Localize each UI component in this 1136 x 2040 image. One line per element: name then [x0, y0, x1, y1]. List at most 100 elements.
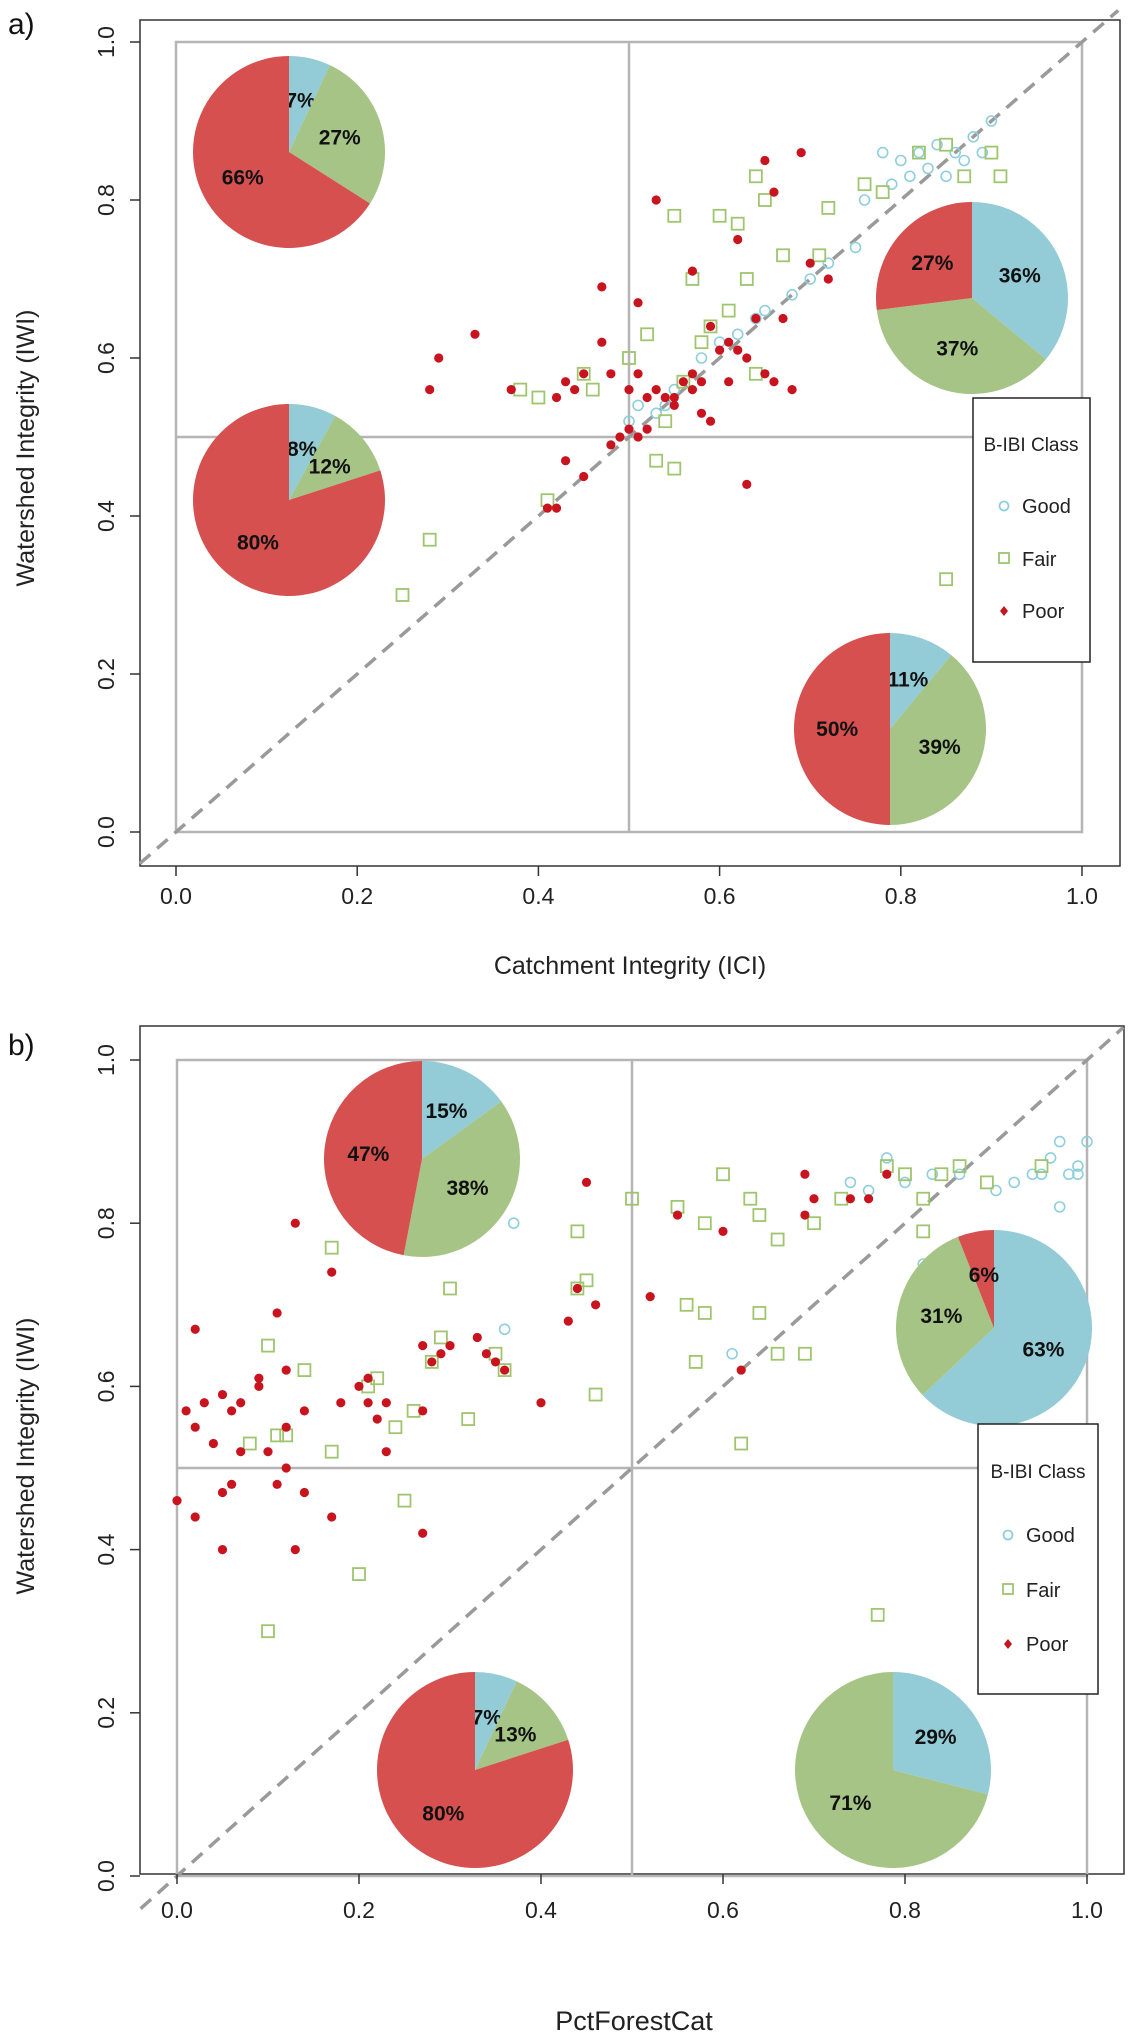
- panel-b-point-poor-55: [190, 1324, 200, 1334]
- panel-b-point-good-8: [990, 1184, 1002, 1197]
- panel-a-point-fair-23: [531, 390, 546, 405]
- panel-b-pie-bottom-left-good-slice: [475, 1672, 517, 1770]
- panel-b-point-fair-5: [980, 1175, 994, 1190]
- panel-a-point-good-10: [904, 170, 916, 183]
- panel-a-point-poor-44: [542, 503, 553, 513]
- panel-b-pie-bottom-right-fair-label: 71%: [829, 1792, 871, 1815]
- panel-a-legend-box: [972, 397, 1091, 663]
- panel-b-legend-poor-marker: [1004, 1639, 1012, 1649]
- panel-b-point-good-20: [1072, 1168, 1084, 1181]
- panel-a-point-good-18: [695, 352, 708, 364]
- panel-a-point-poor-34: [787, 385, 797, 395]
- panel-a-point-fair-26: [658, 414, 673, 429]
- panel-a-point-fair-25: [585, 382, 600, 397]
- panel-b-point-poor-43: [181, 1406, 191, 1416]
- panel-a-pie-bottom-left-fair-slice: [289, 415, 381, 500]
- panel-a-x-tick-label-4: 0.8: [885, 883, 917, 909]
- panel-a-point-fair-0: [748, 169, 763, 184]
- panel-b-y-tick-label-5: 1.0: [93, 1044, 119, 1076]
- panel-a-point-good-23: [632, 399, 644, 412]
- panel-a-point-poor-5: [687, 266, 698, 276]
- panel-b-point-fair-37: [270, 1428, 285, 1443]
- panel-a-pie-bottom-left-fair-label: 12%: [309, 455, 351, 478]
- panel-a: a) 7%27%66%36%37%27%8%12%80%11%39%50% 0.…: [8, 8, 1121, 980]
- panel-b-point-fair-20: [770, 1346, 785, 1361]
- panel-a-x-tick-label-2: 0.4: [522, 883, 554, 909]
- panel-b-pie-bottom-left-good-label: 7%: [472, 1706, 503, 1729]
- panel-b-x-tick-label-3: 0.6: [707, 1897, 739, 1923]
- panel-b-point-good-19: [498, 1323, 511, 1336]
- panel-b-point-good-18: [507, 1217, 520, 1229]
- panel-a-point-poor-50: [724, 377, 734, 387]
- panel-b-pie-top-left-good-slice: [422, 1061, 502, 1159]
- panel-b-point-poor-57: [236, 1447, 246, 1457]
- panel-a-point-fair-30: [422, 532, 437, 547]
- panel-a-point-poor-1: [760, 155, 770, 166]
- panel-a-point-fair-20: [640, 327, 655, 342]
- panel-b-point-fair-31: [406, 1403, 421, 1418]
- panel-a-point-poor-43: [579, 471, 589, 482]
- panel-a-point-poor-9: [434, 353, 444, 363]
- panel-a-point-good-13: [822, 257, 835, 270]
- panel-a-x-ticks: 0.0 0.2 0.4 0.6 0.8 1.0: [160, 866, 1098, 909]
- panel-b-point-poor-45: [190, 1512, 200, 1522]
- panel-a-pie-top-right-good-slice: [972, 202, 1068, 360]
- panel-a-pie-bottom-left-good-slice: [289, 404, 336, 500]
- panel-a-point-fair-29: [395, 588, 410, 602]
- panel-b-point-good-13: [862, 1184, 875, 1197]
- panel-b: b) 15%38%47%63%31%6%7%13%80%29%71% 0.0 0.…: [8, 1025, 1125, 2036]
- panel-a-point-fair-13: [984, 145, 999, 160]
- panel-a-point-poor-4: [733, 234, 743, 245]
- panel-a-point-good-0: [876, 146, 889, 159]
- panel-a-point-good-5: [967, 131, 980, 143]
- panel-a-point-good-21: [650, 407, 662, 420]
- panel-b-point-fair-25: [579, 1273, 594, 1288]
- panel-b-pie-bottom-left-poor-label: 80%: [422, 1803, 464, 1826]
- panel-a-point-poor-31: [751, 313, 761, 324]
- panel-b-point-fair-35: [297, 1363, 312, 1377]
- panel-b-point-fair-27: [588, 1387, 603, 1402]
- panel-b-point-poor-26: [354, 1381, 364, 1391]
- panel-a-pie-top-left-poor-slice: [192, 56, 371, 248]
- panel-b-point-fair-41: [352, 1567, 366, 1581]
- panel-b-point-good-5: [1081, 1135, 1093, 1148]
- panel-b-point-poor-46: [217, 1487, 228, 1498]
- panel-a-pie-top-left-poor-label: 66%: [222, 166, 264, 189]
- panel-a-point-fair-2: [667, 208, 682, 223]
- panel-b-pie-top-right-good-slice: [922, 1230, 1093, 1426]
- panel-a-pie-bottom-right-poor-label: 50%: [816, 718, 858, 741]
- panel-a-point-fair-7: [821, 200, 836, 215]
- panel-a-point-poor-37: [696, 408, 707, 418]
- panel-b-y-tick-label-0: 0.0: [93, 1860, 119, 1892]
- panel-b-point-fair-3: [934, 1167, 949, 1182]
- panel-a-x-tick-label-1: 0.2: [341, 883, 373, 909]
- panel-b-point-poor-53: [327, 1512, 337, 1522]
- panel-a-legend-fair-label: Fair: [1022, 549, 1057, 571]
- panel-b-diagonal: [139, 1026, 1125, 1910]
- panel-b-point-poor-10: [591, 1300, 601, 1310]
- panel-a-legend-poor-label: Poor: [1022, 601, 1065, 623]
- panel-a-x-tick-label-3: 0.6: [704, 883, 736, 909]
- panel-b-point-fair-6: [1034, 1159, 1049, 1173]
- panel-b-point-poor-35: [263, 1447, 273, 1457]
- panel-b-point-poor-37: [236, 1398, 246, 1408]
- panel-a-y-ticks: 0.0 0.2 0.4 0.6 0.8 1.0: [93, 26, 140, 848]
- panel-a-points: [395, 115, 1008, 602]
- panel-b-point-fair-23: [734, 1436, 749, 1451]
- panel-a-point-poor-46: [742, 479, 752, 489]
- panel-a-point-poor-23: [669, 392, 679, 403]
- panel-b-point-fair-42: [261, 1624, 275, 1639]
- panel-b-point-fair-33: [461, 1412, 476, 1426]
- panel-b-point-good-1: [1044, 1152, 1057, 1164]
- panel-a-point-fair-4: [712, 208, 727, 223]
- panel-a-pie-top-right-fair-slice: [876, 298, 1046, 394]
- panel-b-point-poor-24: [372, 1414, 382, 1424]
- panel-a-point-fair-5: [730, 216, 745, 231]
- panel-b-point-fair-40: [397, 1493, 412, 1508]
- panel-b-legend-good-label: Good: [1026, 1525, 1075, 1547]
- panel-a-point-good-7: [922, 162, 934, 175]
- panel-a-point-poor-21: [651, 385, 661, 395]
- panel-b-x-axis-label: PctForestCat: [555, 2006, 713, 2036]
- panel-a-point-good-1: [894, 154, 907, 167]
- panel-a-legend-fair-marker: [998, 552, 1010, 564]
